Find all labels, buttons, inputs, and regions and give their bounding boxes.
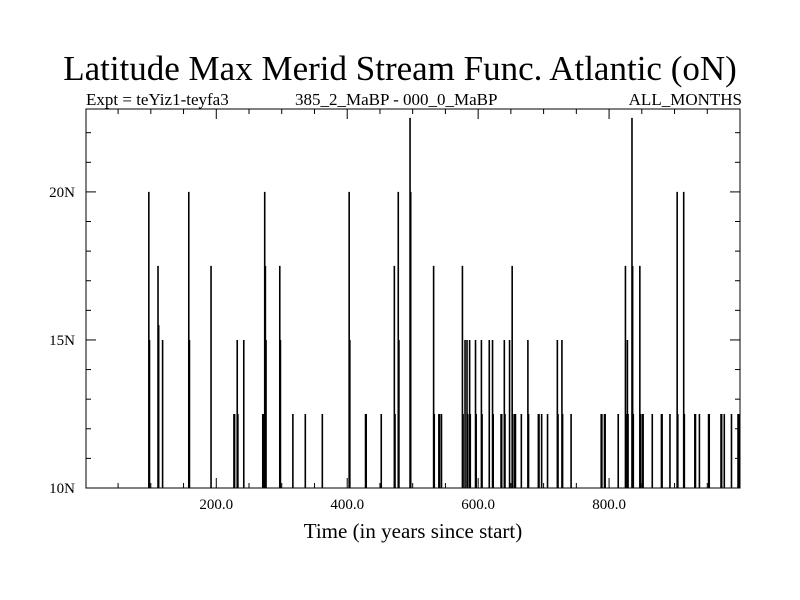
x-axis-label: Time (in years since start): [304, 519, 523, 543]
months-label: ALL_MONTHS: [628, 90, 742, 109]
experiment-label: Expt = teYiz1-teyfa3: [86, 90, 229, 109]
period-label: 385_2_MaBP - 000_0_MaBP: [295, 90, 498, 109]
x-tick-label: 200.0: [199, 497, 233, 513]
y-tick-label: 10N: [49, 481, 75, 497]
axes: 200.0 400.0 600.0 800.0 10N 15N 20N: [49, 108, 741, 513]
y-tick-label: 15N: [49, 333, 75, 349]
x-tick-label: 600.0: [461, 497, 495, 513]
data-series: [148, 117, 740, 488]
x-tick-label: 800.0: [592, 497, 626, 513]
y-tick-label: 20N: [49, 185, 75, 201]
x-tick-label: 400.0: [330, 497, 364, 513]
chart-title: Latitude Max Merid Stream Func. Atlantic…: [63, 49, 737, 88]
